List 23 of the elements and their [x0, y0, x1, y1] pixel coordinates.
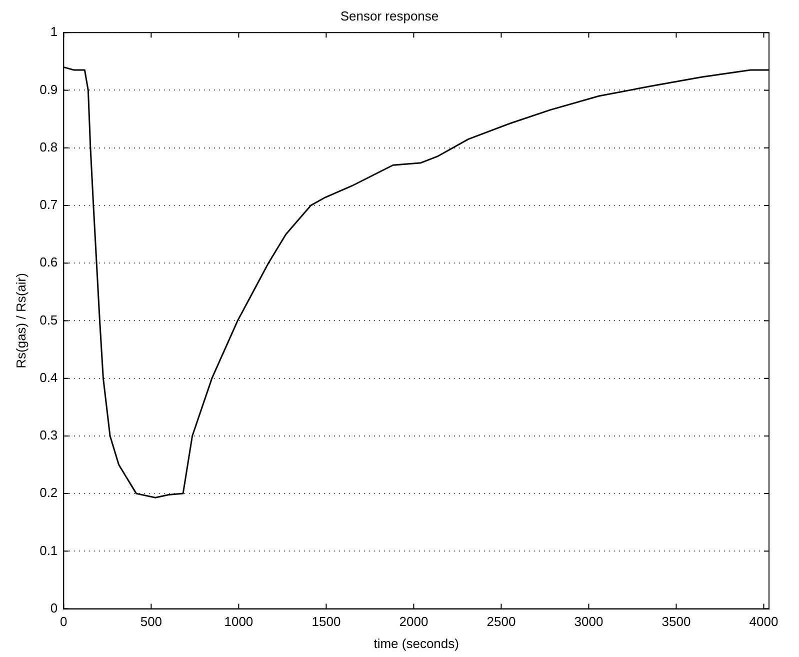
x-tick-label: 4000: [749, 614, 778, 630]
chart-title: Sensor response: [340, 8, 439, 24]
y-tick-label: 0.8: [40, 139, 58, 154]
y-tick-label: 0.4: [40, 370, 58, 385]
y-tick-label: 0: [50, 600, 58, 616]
x-tick-label: 3500: [662, 614, 691, 630]
x-tick-label: 3000: [574, 614, 604, 630]
y-tick-label: 0.2: [40, 485, 58, 500]
y-tick-label: 0.6: [40, 254, 58, 270]
y-tick-label: 0.9: [40, 82, 58, 97]
y-axis-title: Rs(gas) / Rs(air): [13, 273, 28, 368]
y-tick-label: 0.5: [40, 312, 58, 328]
x-axis-title: time (seconds): [374, 636, 459, 651]
y-tick-label: 1: [50, 24, 58, 40]
x-tick-label: 1500: [312, 614, 341, 630]
x-tick-label: 1000: [224, 614, 254, 630]
y-tick-label: 0.1: [40, 542, 58, 558]
x-tick-label: 2000: [399, 614, 428, 630]
x-tick-label: 500: [140, 614, 162, 630]
y-tick-label: 0.7: [40, 197, 58, 212]
x-tick-label: 0: [60, 614, 68, 630]
x-tick-label: 2500: [486, 614, 516, 630]
y-tick-label: 0.3: [40, 428, 58, 443]
